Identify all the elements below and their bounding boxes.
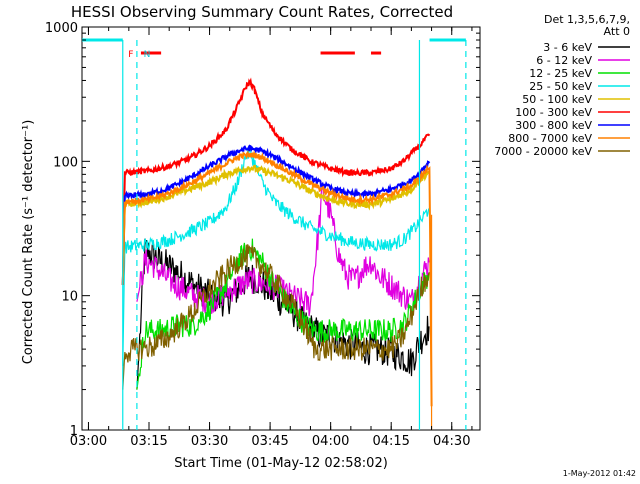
x-tick-label-2: 03:30 [191,434,228,449]
legend-label-0: 3 - 6 keV [543,41,592,54]
x-tick-label-0: 03:00 [70,434,107,449]
legend-label-4: 50 - 100 keV [522,93,592,106]
x-tick-label-5: 04:15 [372,434,409,449]
flag-marker-n: N [144,50,151,60]
chart-title: HESSI Observing Summary Count Rates, Cor… [71,3,453,21]
y-tick-label-1: 10 [61,290,78,305]
y-tick-label-3: 1000 [45,21,78,36]
legend-label-1: 6 - 12 keV [536,54,592,67]
x-tick-label-6: 04:30 [433,434,470,449]
x-tick-label-3: 03:45 [251,434,288,449]
legend-label-7: 800 - 7000 keV [508,132,592,145]
series-line-4 [121,164,431,286]
legend-header-1: Att 0 [604,25,630,38]
legend-header-0: Det 1,3,5,6,7,9, [544,13,630,26]
legend-label-3: 25 - 50 keV [529,80,592,93]
x-tick-label-1: 03:15 [130,434,167,449]
series-line-3 [122,147,430,366]
x-axis-label: Start Time (01-May-12 02:58:02) [174,456,388,471]
series-line-7 [121,150,433,407]
legend-label-5: 100 - 300 keV [515,106,592,119]
y-tick-label-0: 1 [70,424,78,439]
y-tick-label-2: 100 [53,155,78,170]
plot-border [81,26,481,431]
legend-label-2: 12 - 25 keV [529,67,592,80]
series-line-6 [121,144,431,286]
series-line-8 [122,244,430,390]
y-axis-label: Corrected Count Rate (s⁻¹ detector⁻¹) [21,120,36,365]
plot-area [81,26,481,431]
flag-marker-f: F [128,50,133,60]
series-layer [121,77,433,407]
axes-layer: 03:00 03:15 03:30 03:45 04:00 04:15 04:30 1 10 10… [45,21,480,449]
legend-label-6: 300 - 800 keV [515,119,592,132]
x-tick-label-4: 04:00 [312,434,349,449]
series-line-5 [121,77,431,286]
legend-label-8: 7000 - 20000 keV [494,145,592,158]
footer-timestamp: 1-May-2012 01:42 [563,469,636,478]
